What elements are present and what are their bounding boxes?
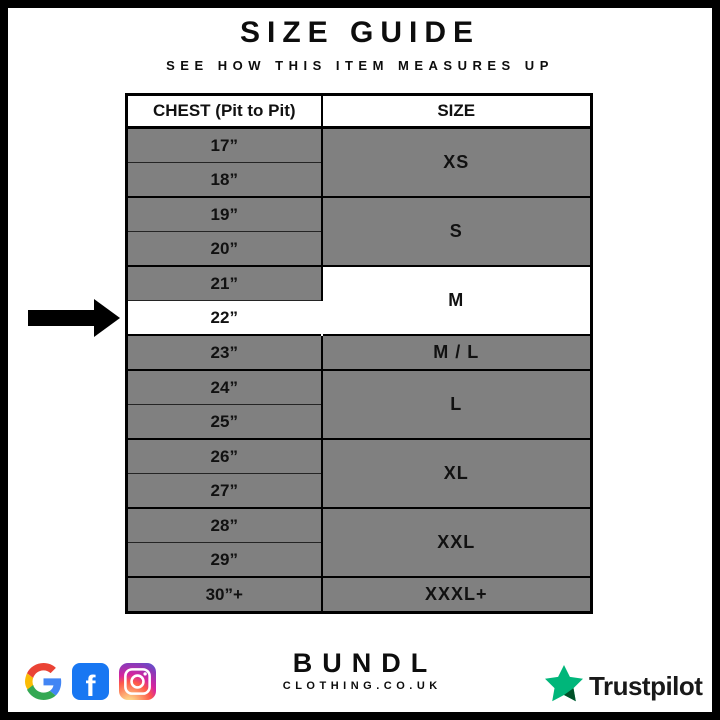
table-row: 29” <box>126 542 592 578</box>
table-row: 20” <box>126 231 592 267</box>
chest-measurement-cell: 18” <box>126 162 323 198</box>
chest-measurement-label: 27” <box>210 480 238 500</box>
table-row: 27” <box>126 473 592 509</box>
brand-domain: CLOTHING.CO.UK <box>282 680 442 692</box>
chest-measurement-cell: 17” <box>126 126 323 163</box>
chest-measurement-cell: 22” <box>28 298 323 337</box>
brand-logo: BUNDL CLOTHING.CO.UK <box>8 648 712 693</box>
table-row: 23” M / L <box>126 334 592 371</box>
chest-measurement-label: 24” <box>210 377 238 397</box>
table-row: 19” S <box>126 196 592 266</box>
chest-measurement-cell: 25” <box>126 404 323 440</box>
table-row: 30”+ XXXL+ <box>126 576 592 613</box>
chest-measurement-label: 20” <box>210 238 238 258</box>
size-cell: S <box>321 196 592 266</box>
chest-measurement-cell: 26” <box>126 438 323 474</box>
trustpilot-star-icon <box>544 664 584 709</box>
table-row: 17” XS <box>126 126 592 197</box>
table-row: 18” <box>126 162 592 198</box>
highlight-arrow-icon <box>28 298 120 337</box>
chest-measurement-cell: 30”+ <box>126 576 323 613</box>
size-cell: L <box>321 369 592 439</box>
size-cell: M <box>321 265 592 335</box>
column-header-chest: CHEST (Pit to Pit) <box>126 94 323 129</box>
size-cell: XXXL+ <box>321 576 592 613</box>
chest-measurement-label: 23” <box>210 342 238 362</box>
table-row: 26” XL <box>126 438 592 508</box>
chest-measurement-label: 25” <box>210 411 238 431</box>
chest-measurement-label: 26” <box>210 446 238 466</box>
trustpilot-logo[interactable]: Trustpilot <box>544 664 703 709</box>
size-cell: M / L <box>321 334 592 370</box>
chest-measurement-cell: 21” <box>126 265 323 301</box>
chest-measurement-label: 19” <box>210 204 238 224</box>
size-cell: XS <box>321 126 592 197</box>
table-header-row: CHEST (Pit to Pit) SIZE <box>126 94 592 129</box>
trustpilot-wordmark: Trustpilot <box>589 671 703 701</box>
chest-measurement-label: 18” <box>210 169 238 189</box>
size-cell: XL <box>321 438 592 508</box>
size-table: CHEST (Pit to Pit) SIZE 17” XS 18” 19” S 20” 2… <box>28 93 593 614</box>
table-row: 25” <box>126 404 592 440</box>
column-header-size: SIZE <box>321 94 592 129</box>
page-subtitle: SEE HOW THIS ITEM MEASURES UP <box>166 58 554 73</box>
chest-measurement-label: 30”+ <box>205 584 243 604</box>
chest-measurement-label: 22” <box>210 307 238 327</box>
page-title: SIZE GUIDE <box>239 16 481 49</box>
chest-measurement-cell: 24” <box>126 369 323 405</box>
chest-measurement-cell: 29” <box>126 542 323 578</box>
chest-measurement-cell: 19” <box>126 196 323 232</box>
chest-measurement-cell: 28” <box>126 507 323 543</box>
chest-measurement-cell: 23” <box>126 334 323 371</box>
social-icons: f <box>25 663 156 700</box>
brand-name: BUNDL <box>292 648 438 678</box>
chest-measurement-cell: 27” <box>126 473 323 509</box>
chest-measurement-cell: 20” <box>126 231 323 267</box>
table-row: 28” XXL <box>126 507 592 577</box>
chest-measurement-label: 29” <box>210 549 238 569</box>
table-row: 24” L <box>126 369 592 439</box>
google-icon[interactable] <box>25 663 62 700</box>
instagram-icon[interactable] <box>119 663 156 700</box>
chest-measurement-label: 17” <box>210 135 238 155</box>
facebook-icon[interactable]: f <box>72 663 109 700</box>
table-row: 21” M <box>126 265 592 335</box>
chest-measurement-label: 21” <box>210 273 238 293</box>
chest-measurement-label: 28” <box>210 515 238 535</box>
size-cell: XXL <box>321 507 592 577</box>
